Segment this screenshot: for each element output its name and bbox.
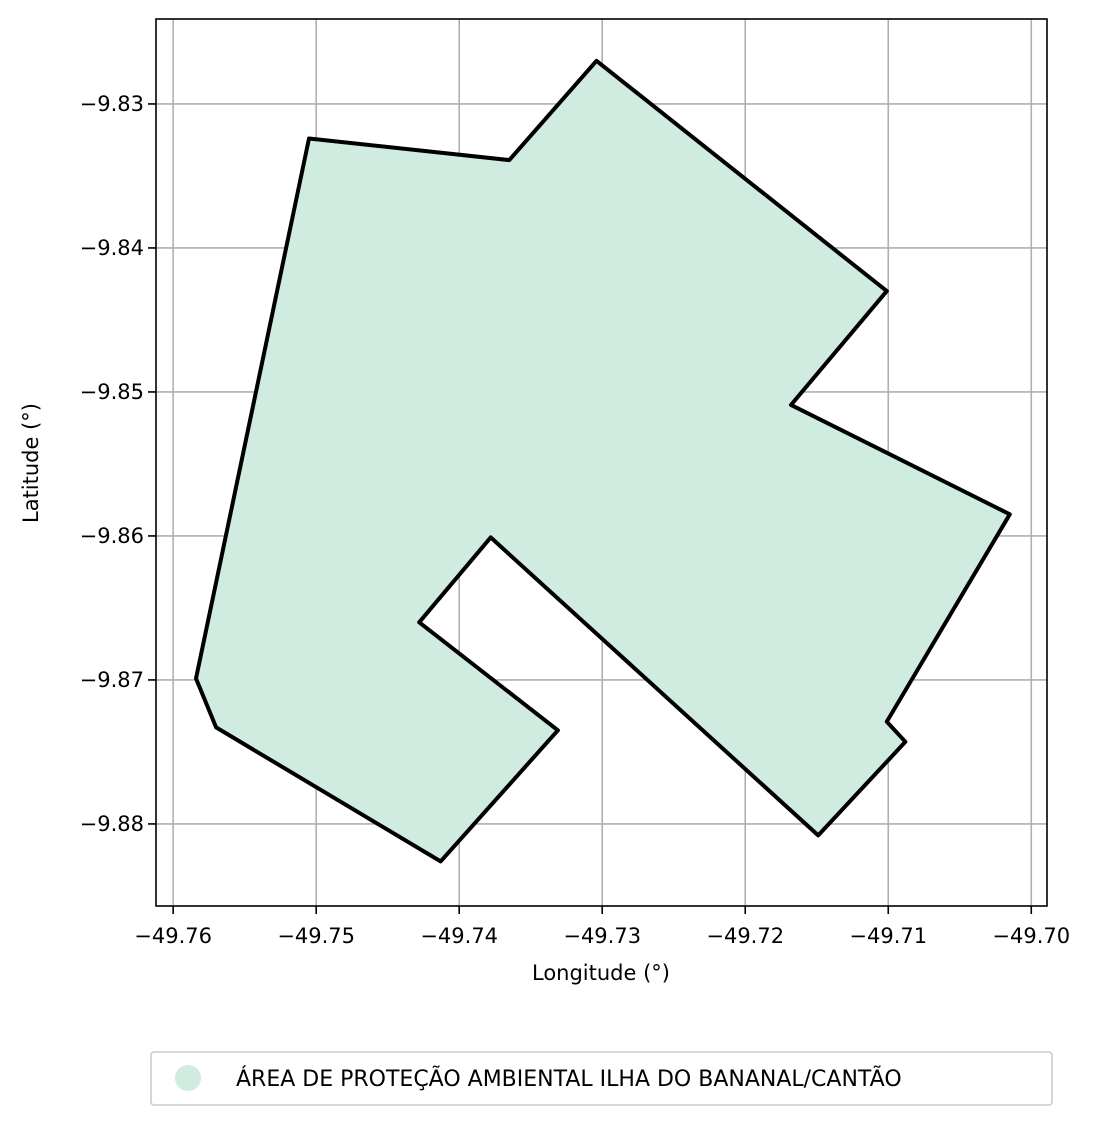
x-tick-label: −49.76 bbox=[134, 924, 212, 948]
polygon-layer bbox=[194, 58, 1012, 864]
y-tick-label: −9.83 bbox=[80, 92, 144, 116]
y-axis-label: Latitude (°) bbox=[19, 403, 43, 523]
x-axis-label: Longitude (°) bbox=[532, 961, 670, 985]
x-tick-label: −49.71 bbox=[849, 924, 927, 948]
x-tick-label: −49.75 bbox=[277, 924, 355, 948]
legend-box bbox=[150, 1051, 1053, 1106]
y-tick-label: −9.84 bbox=[80, 236, 144, 260]
tick-layer: −49.76 −49.75 −49.74 −49.73 −49.72 −49.71 −49.… bbox=[80, 92, 1070, 948]
x-tick-label: −49.70 bbox=[992, 924, 1070, 948]
y-tick-label: −9.86 bbox=[80, 524, 144, 548]
y-tick-label: −9.85 bbox=[80, 380, 144, 404]
y-tick-label: −9.87 bbox=[80, 668, 144, 692]
protected-area-polygon bbox=[194, 58, 1012, 864]
legend-entry-label: ÁREA DE PROTEÇÃO AMBIENTAL ILHA DO BANAN… bbox=[236, 1065, 902, 1092]
y-tick-label: −9.88 bbox=[80, 812, 144, 836]
legend: ÁREA DE PROTEÇÃO AMBIENTAL ILHA DO BANAN… bbox=[150, 1051, 1053, 1106]
legend-marker bbox=[175, 1065, 201, 1091]
x-tick-label: −49.74 bbox=[420, 924, 498, 948]
x-tick-label: −49.73 bbox=[563, 924, 641, 948]
x-tick-label: −49.72 bbox=[706, 924, 784, 948]
